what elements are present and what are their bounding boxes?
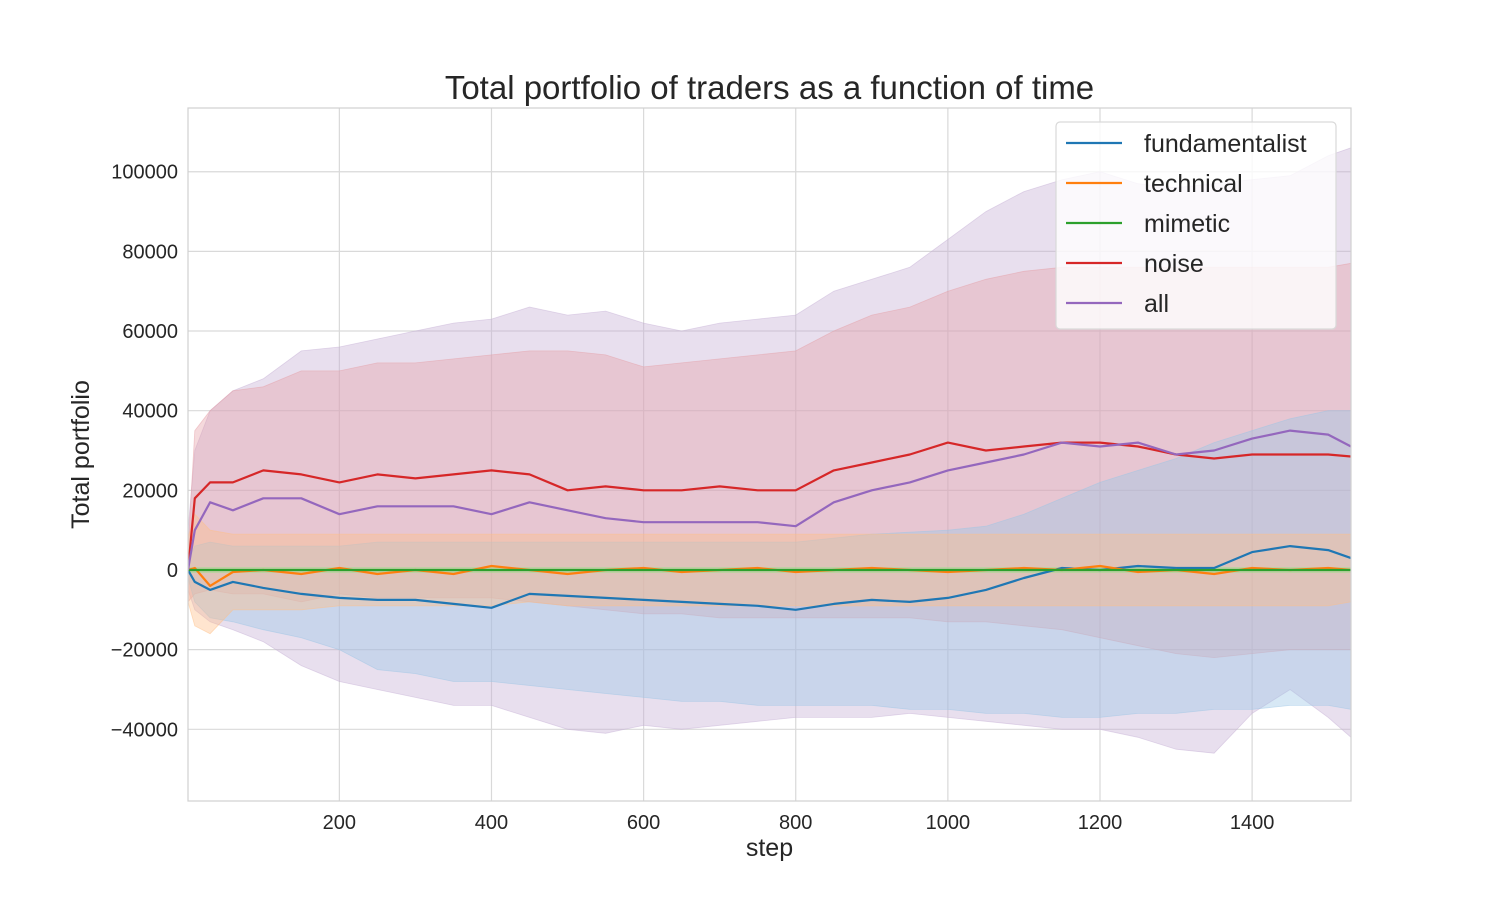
y-tick-label: 0 xyxy=(167,560,178,582)
x-axis-label: step xyxy=(746,834,793,862)
line-fundamentalist xyxy=(188,544,1351,611)
chart-title: Total portfolio of traders as a function… xyxy=(445,69,1094,106)
legend-label-technical: technical xyxy=(1144,170,1243,198)
legend: fundamentalist technical mimetic noise all xyxy=(1055,121,1337,330)
band-fundamentalist xyxy=(188,410,1351,718)
x-tick-label: 600 xyxy=(627,812,660,834)
y-tick-label: 60000 xyxy=(122,321,178,343)
x-axis-ticks: 200 400 600 800 1000 1200 1400 xyxy=(323,812,1275,834)
y-tick-label: −20000 xyxy=(111,640,178,662)
x-tick-label: 1400 xyxy=(1230,812,1275,834)
band-technical xyxy=(188,513,1351,635)
legend-box xyxy=(1055,121,1337,330)
line-all xyxy=(188,429,1351,571)
legend-label-fundamentalist: fundamentalist xyxy=(1144,130,1307,158)
y-tick-label: 100000 xyxy=(111,162,178,184)
y-axis-ticks: −40000 −20000 0 20000 40000 60000 80000 100000 xyxy=(111,162,178,742)
y-tick-label: −40000 xyxy=(111,719,178,741)
legend-label-all: all xyxy=(1144,290,1169,318)
band-noise xyxy=(188,262,1351,659)
series-lines xyxy=(188,429,1351,611)
y-tick-label: 20000 xyxy=(122,480,178,502)
y-axis-label: Total portfolio xyxy=(67,380,95,529)
plot-frame xyxy=(187,107,1352,802)
line-noise xyxy=(188,441,1351,571)
x-tick-label: 1200 xyxy=(1078,812,1123,834)
x-tick-label: 200 xyxy=(323,812,356,834)
y-tick-label: 80000 xyxy=(122,241,178,263)
legend-label-mimetic: mimetic xyxy=(1144,210,1230,238)
legend-label-noise: noise xyxy=(1144,250,1204,278)
x-tick-label: 800 xyxy=(779,812,812,834)
x-tick-label: 1000 xyxy=(926,812,971,834)
x-tick-label: 400 xyxy=(475,812,508,834)
y-tick-label: 40000 xyxy=(122,401,178,423)
